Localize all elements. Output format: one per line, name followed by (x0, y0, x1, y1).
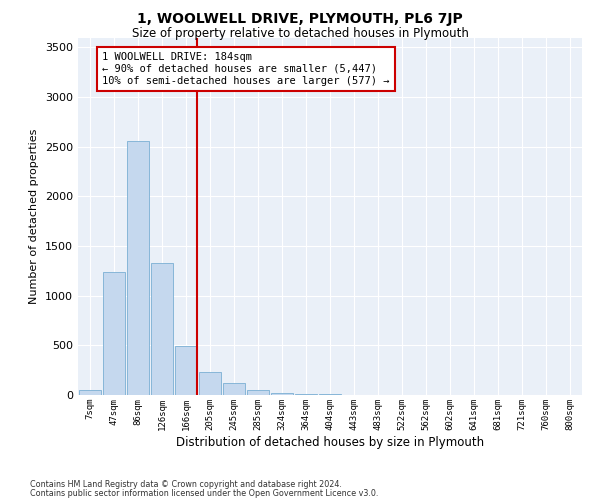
Bar (199, 372, 221, 395)
Bar (319, 394, 341, 395)
Bar (175, 346, 197, 395)
Bar (103, 272, 125, 395)
Bar (223, 383, 245, 395)
X-axis label: Distribution of detached houses by size in Plymouth: Distribution of detached houses by size … (176, 436, 484, 448)
Text: 1, WOOLWELL DRIVE, PLYMOUTH, PL6 7JP: 1, WOOLWELL DRIVE, PLYMOUTH, PL6 7JP (137, 12, 463, 26)
Bar (127, 141, 149, 395)
Text: Contains public sector information licensed under the Open Government Licence v3: Contains public sector information licen… (30, 489, 379, 498)
Bar (295, 394, 317, 395)
Bar (151, 263, 173, 395)
Bar (247, 390, 269, 395)
Y-axis label: Number of detached properties: Number of detached properties (29, 128, 40, 304)
Text: 1 WOOLWELL DRIVE: 184sqm
← 90% of detached houses are smaller (5,447)
10% of sem: 1 WOOLWELL DRIVE: 184sqm ← 90% of detach… (102, 52, 389, 86)
Text: Size of property relative to detached houses in Plymouth: Size of property relative to detached ho… (131, 28, 469, 40)
Bar (271, 392, 293, 395)
Bar (79, 390, 101, 395)
Text: Contains HM Land Registry data © Crown copyright and database right 2024.: Contains HM Land Registry data © Crown c… (30, 480, 342, 489)
